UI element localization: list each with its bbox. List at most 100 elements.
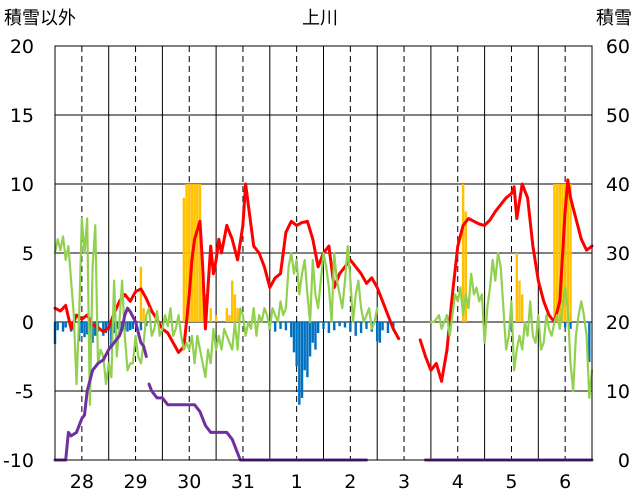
x-day-tick-label: 31 <box>231 471 255 493</box>
wind-line <box>53 217 379 406</box>
precipitation-bar <box>566 184 570 322</box>
snow_change-bar <box>273 322 277 332</box>
precipitation-bar <box>231 280 234 322</box>
snow_change-bar <box>308 322 312 357</box>
grid-layer <box>55 45 592 461</box>
snow_change-bar <box>333 322 336 331</box>
precipitation-bar <box>209 308 212 322</box>
snow_change-bar <box>94 322 97 336</box>
snow_change-bar <box>91 322 94 343</box>
precipitation-bar <box>515 253 519 322</box>
y-right-tick-label: 60 <box>606 36 630 58</box>
snow_change-bar <box>314 322 317 350</box>
snow_change-bar <box>375 322 379 342</box>
snow_change-bar <box>104 322 108 334</box>
right-axis-label: 積雪 <box>596 8 632 29</box>
x-day-tick-label: 2 <box>344 471 356 493</box>
y-left-tick-label: 5 <box>22 243 34 265</box>
snow_change-bar <box>588 322 591 363</box>
plot-frame <box>54 45 593 461</box>
temperature-line <box>53 182 401 354</box>
snow_change-bar <box>365 322 368 329</box>
x-day-tick-label: 5 <box>505 471 517 493</box>
left-axis-label: 積雪以外 <box>4 8 76 29</box>
precipitation-bar <box>233 294 237 322</box>
x-day-tick-label: 29 <box>123 471 147 493</box>
snow_depth-line <box>147 382 368 462</box>
temperature-line <box>418 178 594 383</box>
snow_change-bar <box>292 322 296 353</box>
precipitation-bar <box>236 308 239 322</box>
snow_change-bar <box>83 322 86 338</box>
precipitation-bar <box>201 280 204 322</box>
snow_change-bar <box>569 322 572 329</box>
snow_change-bar <box>61 322 65 332</box>
wind-line <box>429 251 594 399</box>
snow_change-bar <box>300 322 304 398</box>
x-day-tick-label: 1 <box>291 471 303 493</box>
precipitation-bar <box>225 308 229 322</box>
x-day-tick-label: 6 <box>559 471 571 493</box>
x-day-tick-label: 4 <box>452 471 464 493</box>
chart-title: 上川 <box>302 8 338 29</box>
snow_change-bar <box>290 322 293 338</box>
snow_change-bar <box>354 322 357 336</box>
snow_change-bar <box>327 322 331 334</box>
snow_change-bar <box>303 322 306 371</box>
precipitation-bar <box>520 294 524 322</box>
x-day-tick-label: 3 <box>398 471 410 493</box>
snow_change-bar <box>110 322 113 347</box>
snow_change-bar <box>128 322 132 331</box>
y-right-tick-label: 0 <box>618 450 630 472</box>
precipitation-bar <box>461 184 465 322</box>
y-right-tick-label: 40 <box>606 174 630 196</box>
snow_change-bar <box>316 322 320 334</box>
y-left-tick-label: 0 <box>22 312 34 334</box>
snow_change-bar <box>80 322 84 334</box>
snow_change-bar <box>378 322 382 343</box>
snow_change-bar <box>392 322 395 328</box>
precipitation-bar <box>196 184 199 322</box>
precipitation-bar <box>563 184 567 322</box>
y-right-tick-label: 10 <box>606 381 630 403</box>
snow_change-bar <box>298 322 301 405</box>
snow_change-bar <box>295 322 298 367</box>
snow_change-bar <box>284 322 288 331</box>
snow_change-bar <box>112 322 116 334</box>
precipitation-bar <box>518 280 521 322</box>
snow_change-bar <box>343 322 347 328</box>
snow_change-bar <box>349 322 352 332</box>
y-left-tick-label: 20 <box>10 36 34 58</box>
precipitation-bar <box>558 184 561 322</box>
y-right-tick-label: 20 <box>606 312 630 334</box>
precipitation-bar <box>185 184 188 322</box>
precipitation-bar <box>188 184 191 322</box>
snow_change-bar <box>322 322 325 329</box>
snow_change-bar <box>102 322 105 336</box>
precipitation-bar <box>228 315 231 322</box>
snow_change-bar <box>381 322 384 331</box>
precipitation-bar <box>553 184 556 322</box>
precipitation-bar <box>569 184 572 322</box>
snow_change-bar <box>563 322 567 328</box>
precipitation-bar <box>139 266 143 322</box>
snow_change-bar <box>86 322 89 335</box>
y-right-tick-label: 50 <box>606 105 630 127</box>
snow_change-bar <box>126 322 129 332</box>
snow_change-bar <box>64 322 67 328</box>
y-left-tick-label: 10 <box>10 174 34 196</box>
snow_change-bar <box>131 322 135 329</box>
x-day-tick-label: 28 <box>70 471 94 493</box>
precipitation-bar <box>214 315 218 322</box>
snow_change-bar <box>338 322 341 327</box>
precipitation-bar <box>198 184 202 322</box>
snow_change-bar <box>56 322 59 331</box>
y-left-tick-label: -10 <box>3 450 34 472</box>
snow_depth-line <box>53 306 148 462</box>
y-left-tick-label: -5 <box>15 381 34 403</box>
x-day-tick-label: 30 <box>177 471 201 493</box>
snow_change-bar <box>139 322 143 331</box>
snow_change-bar <box>311 322 314 343</box>
